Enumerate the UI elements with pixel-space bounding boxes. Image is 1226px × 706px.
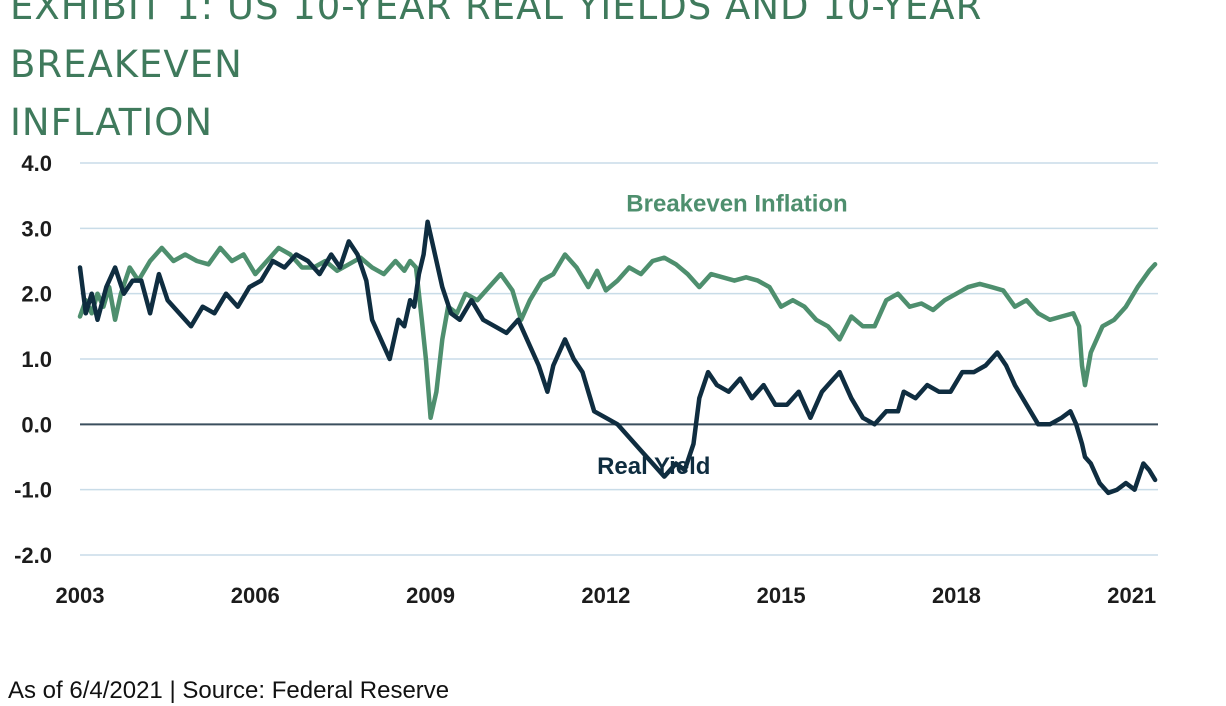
series-labels: Breakeven Inflation Real Yield	[597, 190, 848, 480]
y-tick-label: -1.0	[14, 478, 52, 503]
breakeven-inflation-line	[77, 245, 1158, 421]
y-tick-label: 3.0	[21, 216, 52, 241]
x-axis-ticks: 2003 2006 2009 2012 2015 2018 2021	[56, 583, 1157, 608]
breakeven-inflation-label: Breakeven Inflation	[626, 190, 847, 217]
line-chart: -2.0 -1.0 0.0 1.0 2.0 3.0 4.0 2003 2006 2009 2012…	[14, 151, 1158, 608]
chart-title: EXHIBIT 1: US 10-YEAR REAL YIELDS AND 10…	[10, 0, 983, 144]
x-tick-label: 2018	[932, 583, 981, 608]
x-tick-label: 2015	[757, 583, 806, 608]
source-footnote: As of 6/4/2021 | Source: Federal Reserve	[8, 677, 450, 704]
x-tick-label: 2012	[581, 583, 630, 608]
y-tick-label: 1.0	[21, 347, 52, 372]
real-yield-line	[77, 219, 1158, 496]
real-yield-label: Real Yield	[597, 453, 710, 480]
x-tick-label: 2003	[56, 583, 105, 608]
x-tick-label: 2006	[231, 583, 280, 608]
y-tick-label: 2.0	[21, 282, 52, 307]
y-tick-label: 0.0	[21, 412, 52, 437]
y-tick-label: 4.0	[21, 151, 52, 176]
series-lines	[77, 219, 1158, 496]
x-tick-label: 2021	[1107, 583, 1156, 608]
y-tick-label: -2.0	[14, 543, 52, 568]
x-tick-label: 2009	[406, 583, 455, 608]
gridlines	[80, 162, 1158, 556]
y-axis-ticks: -2.0 -1.0 0.0 1.0 2.0 3.0 4.0	[14, 151, 52, 568]
